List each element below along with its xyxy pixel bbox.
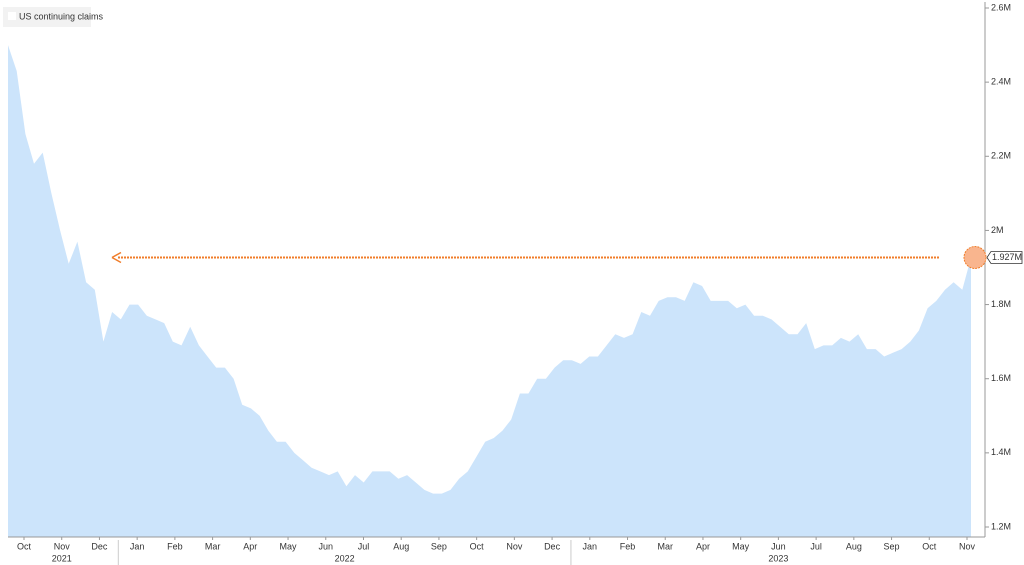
year-label: 2022 bbox=[335, 553, 355, 563]
x-tick-label: Aug bbox=[393, 541, 409, 551]
y-tick-label: 1.6M bbox=[991, 373, 1011, 383]
x-tick-label: May bbox=[280, 541, 298, 551]
y-tick-label: 2.4M bbox=[991, 77, 1011, 87]
value-label: 1.927M bbox=[992, 252, 1022, 262]
y-tick-label: 1.8M bbox=[991, 299, 1011, 309]
x-tick-label: Nov bbox=[54, 541, 71, 551]
legend-swatch bbox=[8, 12, 16, 20]
x-tick-label: Apr bbox=[243, 541, 257, 551]
x-tick-label: Mar bbox=[657, 541, 673, 551]
x-tick-label: Aug bbox=[846, 541, 862, 551]
x-tick-label: Feb bbox=[167, 541, 183, 551]
x-tick-label: Feb bbox=[620, 541, 636, 551]
legend-box bbox=[3, 7, 91, 27]
x-tick-label: Jul bbox=[810, 541, 822, 551]
y-tick-label: 1.2M bbox=[991, 521, 1011, 531]
area bbox=[8, 45, 971, 537]
x-tick-label: Apr bbox=[696, 541, 710, 551]
x-tick-label: Jan bbox=[130, 541, 145, 551]
arrow-head bbox=[111, 251, 122, 264]
x-tick-label: Jan bbox=[583, 541, 598, 551]
year-label: 2023 bbox=[768, 553, 788, 563]
x-tick-label: Jul bbox=[358, 541, 370, 551]
x-tick-label: Dec bbox=[91, 541, 108, 551]
x-tick-label: Nov bbox=[506, 541, 523, 551]
y-tick-label: 2M bbox=[991, 225, 1004, 235]
x-tick-label: Oct bbox=[470, 541, 485, 551]
year-label: 2021 bbox=[52, 553, 72, 563]
x-tick-label: Oct bbox=[17, 541, 32, 551]
x-tick-label: Nov bbox=[959, 541, 976, 551]
x-tick-label: May bbox=[732, 541, 750, 551]
y-tick-label: 2.6M bbox=[991, 2, 1011, 12]
legend-label: US continuing claims bbox=[19, 11, 104, 21]
highlight-point bbox=[963, 245, 987, 269]
x-tick-label: Mar bbox=[205, 541, 221, 551]
value-label-box bbox=[986, 251, 1023, 264]
y-tick-label: 1.4M bbox=[991, 447, 1011, 457]
x-tick-label: Dec bbox=[544, 541, 561, 551]
x-tick-label: Sep bbox=[431, 541, 447, 551]
x-tick-label: Jun bbox=[771, 541, 786, 551]
y-tick-label: 2.2M bbox=[991, 151, 1011, 161]
x-tick-label: Jun bbox=[319, 541, 334, 551]
x-tick-label: Sep bbox=[884, 541, 900, 551]
x-tick-label: Oct bbox=[922, 541, 937, 551]
